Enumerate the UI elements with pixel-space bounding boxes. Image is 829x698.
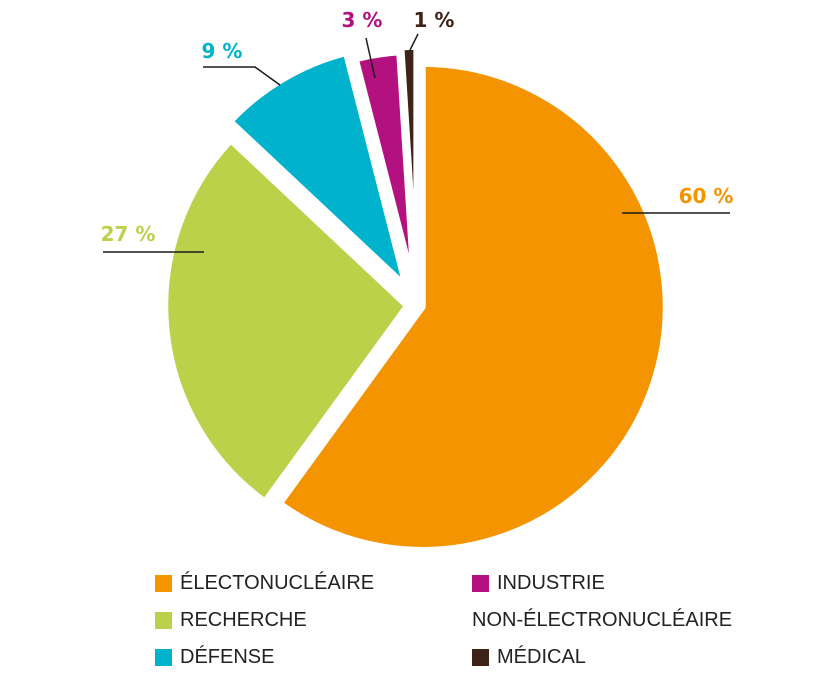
leader-line-medical [409, 33, 419, 51]
value-label-electronucleaire: 60 % [679, 184, 734, 208]
value-label-medical: 1 % [414, 8, 455, 32]
legend-label-medical: MÉDICAL [497, 646, 586, 668]
pie-chart: 60 % 27 % 9 % 3 % 1 % [100, 8, 734, 553]
pie-slices [162, 43, 669, 553]
pie-slice-defense [227, 50, 409, 290]
legend-label-recherche: RECHERCHE [180, 609, 307, 631]
pie-slice-medical [398, 43, 420, 289]
legend-label-industrie-line2: NON-ÉLECTRONUCLÉAIRE [472, 609, 733, 631]
leader-line-defense [203, 66, 281, 86]
legend-swatch-industrie [472, 575, 489, 592]
legend-item-defense: DÉFENSE [155, 646, 274, 669]
value-label-recherche: 27 % [101, 222, 156, 246]
pie-slice-recherche [162, 137, 411, 505]
value-labels: 60 % 27 % 9 % 3 % 1 % [101, 8, 734, 246]
value-label-defense: 9 % [202, 39, 243, 63]
legend-label-defense: DÉFENSE [180, 646, 275, 668]
legend-item-industrie-line2: NON-ÉLECTRONUCLÉAIRE [472, 609, 732, 632]
legend-label-industrie: INDUSTRIE [497, 572, 605, 594]
legend-item-recherche: RECHERCHE [155, 609, 307, 632]
pie-slice-electronucleaire [276, 60, 669, 553]
legend-swatch-recherche [155, 612, 172, 629]
legend-item-medical: MÉDICAL [472, 646, 586, 669]
legend-swatch-medical [472, 649, 489, 666]
legend-swatch-electronucleaire [155, 575, 172, 592]
leader-line-industrie [365, 37, 376, 79]
leader-lines [103, 33, 730, 253]
legend-item-electronucleaire: ÉLECTONUCLÉAIRE [155, 572, 374, 595]
legend-item-industrie: INDUSTRIE [472, 572, 605, 595]
legend-swatch-defense [155, 649, 172, 666]
legend: ÉLECTONUCLÉAIRE RECHERCHE DÉFENSE INDUST… [0, 560, 829, 698]
legend-label-electronucleaire: ÉLECTONUCLÉAIRE [180, 572, 375, 594]
value-label-industrie: 3 % [342, 8, 383, 32]
